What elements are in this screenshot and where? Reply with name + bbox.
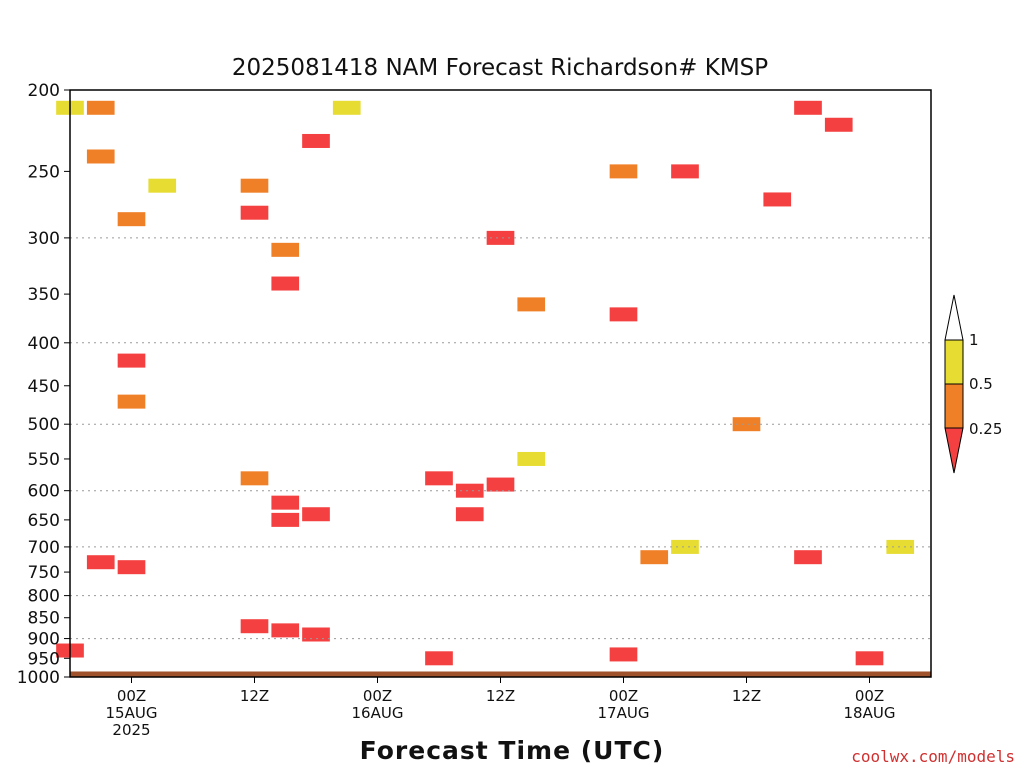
legend-label-1: 1 (969, 331, 979, 349)
y-tick-label-950: 950 (28, 649, 60, 669)
y-axis: 200 250 300 350 400 450 500 550 600 650 700 750 8008… (17, 81, 70, 688)
ri-cell-11 (302, 133, 330, 148)
x-tick-label-6-1: 18AUG (844, 704, 896, 722)
legend-swatch-yellow (944, 339, 964, 385)
richardson-cells (56, 100, 915, 666)
y-tick-label-850: 850 (28, 609, 60, 629)
ri-cell-32 (732, 417, 761, 432)
y-tick-label-400: 400 (28, 334, 60, 354)
x-tick-label-0-0: 00Z (117, 687, 146, 705)
ri-cell-20 (486, 477, 515, 492)
ri-cell-27 (763, 192, 792, 207)
ri-cell-29 (824, 117, 853, 132)
color-legend: 1 0.5 0.25 (944, 294, 1002, 474)
ri-cell-4 (117, 212, 146, 227)
legend-label-0-5: 0.5 (969, 375, 993, 393)
y-tick-label-1000: 1000 (17, 668, 60, 688)
x-axis-label: Forecast Time (UTC) (360, 736, 665, 765)
ri-cell-30 (640, 550, 669, 565)
x-tick-label-2-1: 16AUG (352, 704, 404, 722)
ri-cell-6 (117, 353, 146, 368)
y-tick-label-450: 450 (28, 377, 60, 397)
ri-cell-15 (271, 512, 300, 527)
y-tick-label-550: 550 (28, 450, 60, 470)
ri-cell-13 (240, 471, 269, 486)
ri-cell-37 (240, 619, 269, 634)
legend-cap-bottom (944, 427, 964, 474)
y-tick-label-350: 350 (28, 285, 60, 305)
ri-cell-31 (671, 539, 699, 554)
ri-cell-12 (332, 100, 361, 115)
ri-cell-16 (302, 507, 330, 522)
y-tick-label-600: 600 (28, 482, 60, 502)
x-tick-label-3-0: 12Z (486, 687, 515, 705)
ri-cell-10 (271, 276, 300, 291)
legend-cap-top (944, 294, 964, 341)
ri-cell-42 (609, 647, 638, 662)
y-tick-label-200: 200 (28, 81, 60, 101)
y-tick-label-800: 800 (28, 587, 60, 607)
ri-cell-39 (302, 627, 330, 642)
y-tick-label-700: 700 (28, 538, 60, 558)
y-tick-label-900: 900 (28, 630, 60, 650)
x-tick-label-2-0: 00Z (363, 687, 392, 705)
y-tick-label-750: 750 (28, 563, 60, 583)
ri-cell-18 (455, 483, 484, 498)
credit-text: coolwx.com/models (851, 747, 1015, 766)
ri-cell-9 (271, 242, 300, 257)
ri-cell-14 (271, 495, 300, 510)
plot-area (56, 89, 932, 678)
ri-cell-3 (148, 178, 177, 193)
ri-cell-41 (425, 651, 453, 666)
ri-cell-25 (609, 164, 638, 179)
ri-cell-24 (609, 307, 638, 322)
ri-cell-35 (86, 555, 115, 570)
ri-cell-1 (86, 100, 115, 115)
ground-fill (70, 671, 931, 677)
ri-cell-2 (86, 149, 115, 164)
x-tick-label-1-0: 12Z (240, 687, 269, 705)
ri-cell-5 (117, 394, 146, 409)
ri-cell-36 (117, 560, 146, 575)
ri-cell-19 (455, 507, 484, 522)
legend-swatch-orange (944, 383, 964, 429)
ri-cell-33 (794, 550, 822, 565)
chart-title: 2025081418 NAM Forecast Richardson# KMSP (232, 55, 768, 81)
y-tick-label-500: 500 (28, 415, 60, 435)
y-tick-label-250: 250 (28, 162, 60, 182)
x-tick-label-4-1: 17AUG (598, 704, 650, 722)
x-tick-label-0-1: 15AUG (106, 704, 158, 722)
ri-cell-22 (486, 230, 515, 245)
x-tick-label-6-0: 00Z (855, 687, 884, 705)
ri-cell-34 (886, 539, 915, 554)
y-tick-label-300: 300 (28, 229, 60, 249)
ri-cell-43 (855, 651, 884, 666)
ri-cell-28 (794, 100, 822, 115)
ri-cell-38 (271, 623, 300, 638)
ri-cell-7 (240, 178, 269, 193)
ri-cell-21 (517, 451, 546, 466)
ri-cell-8 (240, 205, 269, 220)
x-tick-label-4-0: 00Z (609, 687, 638, 705)
ri-cell-17 (425, 471, 453, 486)
ri-cell-26 (671, 164, 699, 179)
x-tick-label-0-2: 2025 (112, 721, 150, 739)
ri-cell-23 (517, 297, 546, 312)
y-tick-label-650: 650 (28, 511, 60, 531)
x-tick-label-5-0: 12Z (732, 687, 761, 705)
plot-background (70, 90, 931, 677)
legend-label-0-25: 0.25 (969, 420, 1002, 438)
